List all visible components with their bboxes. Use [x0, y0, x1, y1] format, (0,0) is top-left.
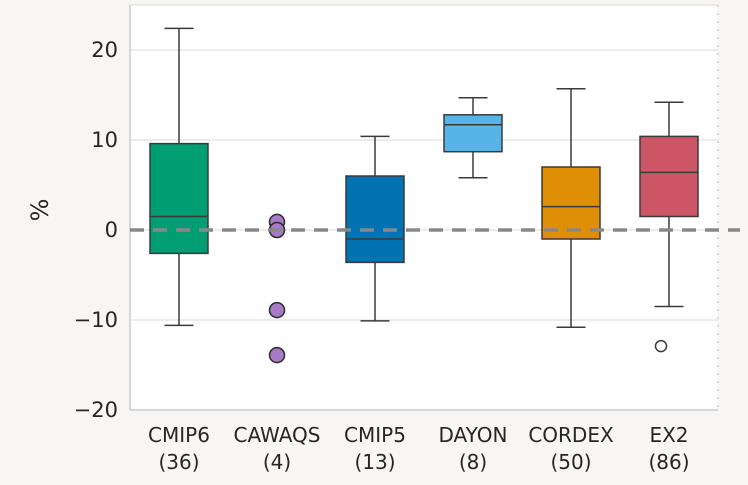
x-tick-label: CAWAQS — [233, 423, 320, 447]
box-ex2 — [639, 101, 699, 353]
box-cawaqs — [268, 213, 286, 364]
x-count-label: (86) — [648, 450, 689, 474]
box-cmip5 — [345, 135, 405, 322]
box-body — [639, 135, 699, 218]
y-tick-label: 0 — [105, 218, 118, 242]
box-dayon — [443, 96, 503, 179]
y-tick-label: 20 — [91, 38, 118, 62]
x-tick-label: CORDEX — [528, 423, 614, 447]
x-tick-label: CMIP6 — [148, 423, 210, 447]
x-tick-label: EX2 — [649, 423, 688, 447]
y-axis-label: % — [26, 199, 54, 222]
box-cmip6 — [149, 27, 209, 327]
box-body — [345, 175, 405, 264]
x-count-label: (4) — [263, 450, 291, 474]
x-count-label: (13) — [354, 450, 395, 474]
box-body — [443, 114, 503, 153]
box-body — [541, 166, 601, 240]
x-tick-label: CMIP5 — [344, 423, 406, 447]
x-count-label: (36) — [158, 450, 199, 474]
data-point — [268, 346, 286, 364]
x-count-label: (8) — [459, 450, 487, 474]
y-tick-label: −10 — [74, 308, 118, 332]
box-body — [149, 142, 209, 255]
outlier-point — [654, 339, 668, 353]
y-tick-label: 10 — [91, 128, 118, 152]
box-cordex — [541, 87, 601, 328]
plot-area — [130, 5, 718, 410]
x-tick-label: DAYON — [438, 423, 507, 447]
y-tick-label: −20 — [74, 398, 118, 422]
data-point — [268, 301, 286, 319]
x-count-label: (50) — [550, 450, 591, 474]
